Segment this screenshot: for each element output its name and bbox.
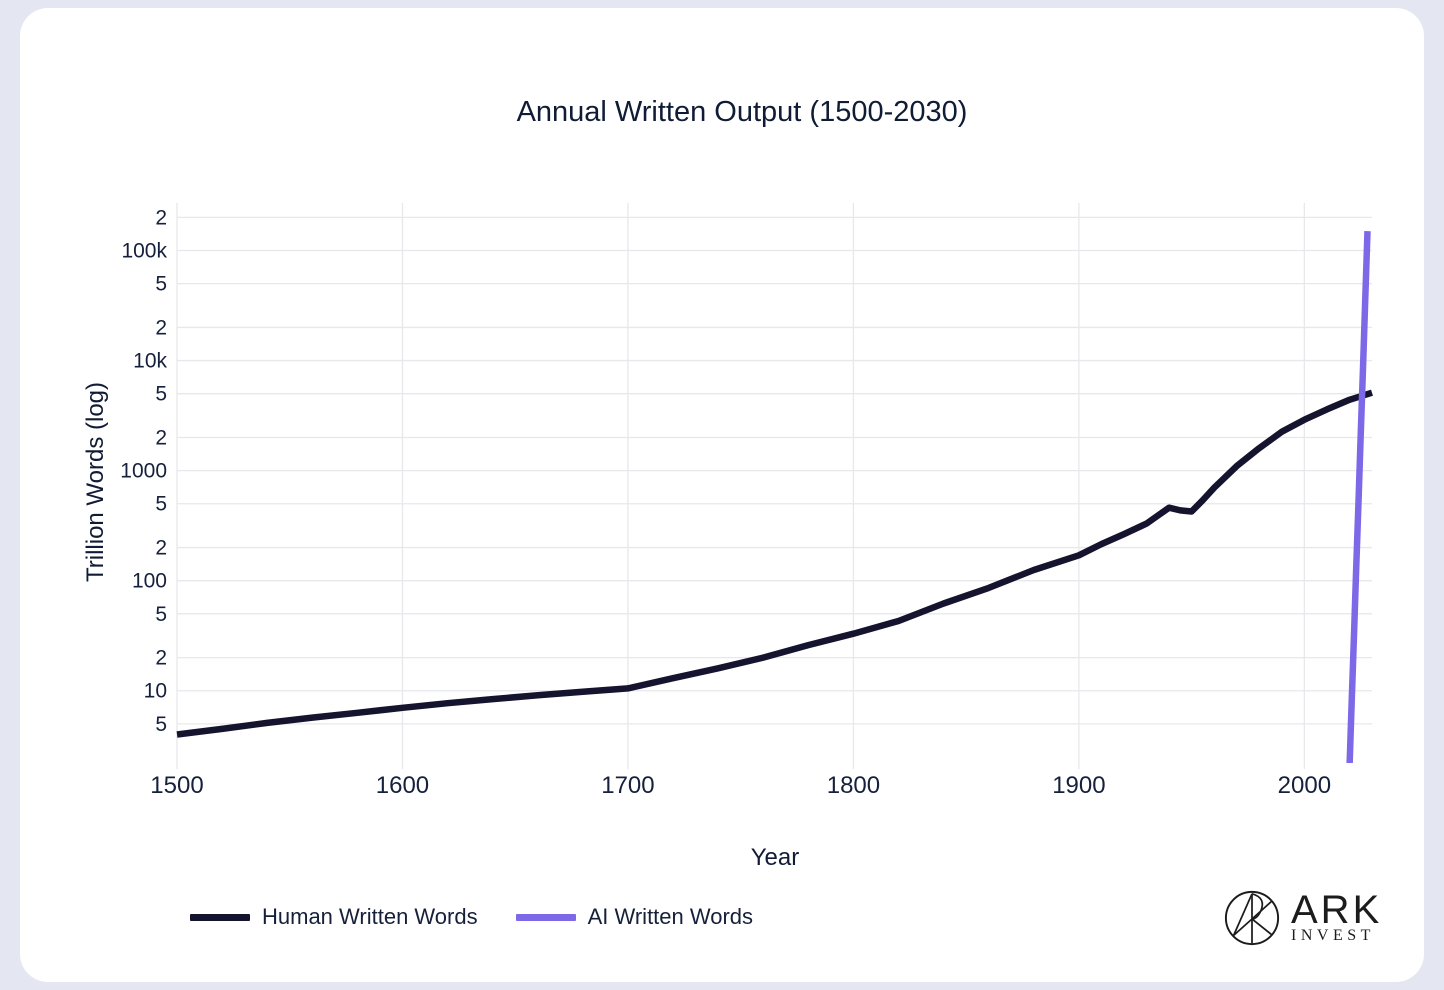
legend-label-ai: AI Written Words	[587, 904, 754, 929]
logo-text-invest: INVEST	[1291, 927, 1375, 944]
ai-line-swatch	[515, 913, 576, 921]
legend-item-ai-written-words[interactable]: AI Written Words	[515, 904, 754, 930]
svg-text:2: 2	[155, 206, 167, 229]
chart-card: Annual Written Output (1500-2030) Trilli…	[20, 8, 1424, 982]
svg-text:10k: 10k	[133, 350, 167, 373]
svg-text:5: 5	[155, 713, 167, 736]
svg-text:2: 2	[155, 426, 167, 449]
svg-text:5: 5	[155, 493, 167, 516]
svg-text:1500: 1500	[150, 772, 203, 799]
x-axis-title: Year	[750, 844, 800, 871]
chart-title: Annual Written Output (1500-2030)	[516, 96, 968, 128]
svg-text:1800: 1800	[827, 772, 880, 799]
svg-text:2: 2	[155, 647, 167, 670]
ark-invest-logo-icon	[1224, 890, 1280, 946]
svg-text:1600: 1600	[376, 772, 429, 799]
svg-text:5: 5	[155, 273, 167, 296]
svg-text:2: 2	[155, 316, 167, 339]
svg-text:2: 2	[155, 537, 167, 560]
svg-text:2000: 2000	[1278, 772, 1331, 799]
svg-text:1700: 1700	[601, 772, 654, 799]
svg-text:5: 5	[155, 383, 167, 406]
plot-area[interactable]: 1500 1600 1700 1800 1900 2000 2 100k 5 2 10k 5 2 1000…	[20, 193, 1444, 818]
legend: Human Written Words AI Written Words	[190, 902, 753, 932]
svg-text:5: 5	[155, 603, 167, 626]
svg-text:100: 100	[132, 570, 167, 593]
svg-text:100k: 100k	[121, 239, 167, 262]
svg-text:10: 10	[144, 680, 167, 703]
human-line-swatch	[190, 913, 250, 921]
ark-invest-logo-text: ARK INVEST	[1291, 888, 1383, 944]
svg-text:1900: 1900	[1052, 772, 1105, 799]
logo-text-ark: ARK	[1291, 888, 1383, 932]
ark-invest-logo: ARK INVEST	[1223, 889, 1382, 947]
legend-item-human-written-words[interactable]: Human Written Words	[190, 904, 478, 930]
legend-label-human: Human Written Words	[262, 904, 478, 929]
svg-text:1000: 1000	[120, 460, 167, 483]
